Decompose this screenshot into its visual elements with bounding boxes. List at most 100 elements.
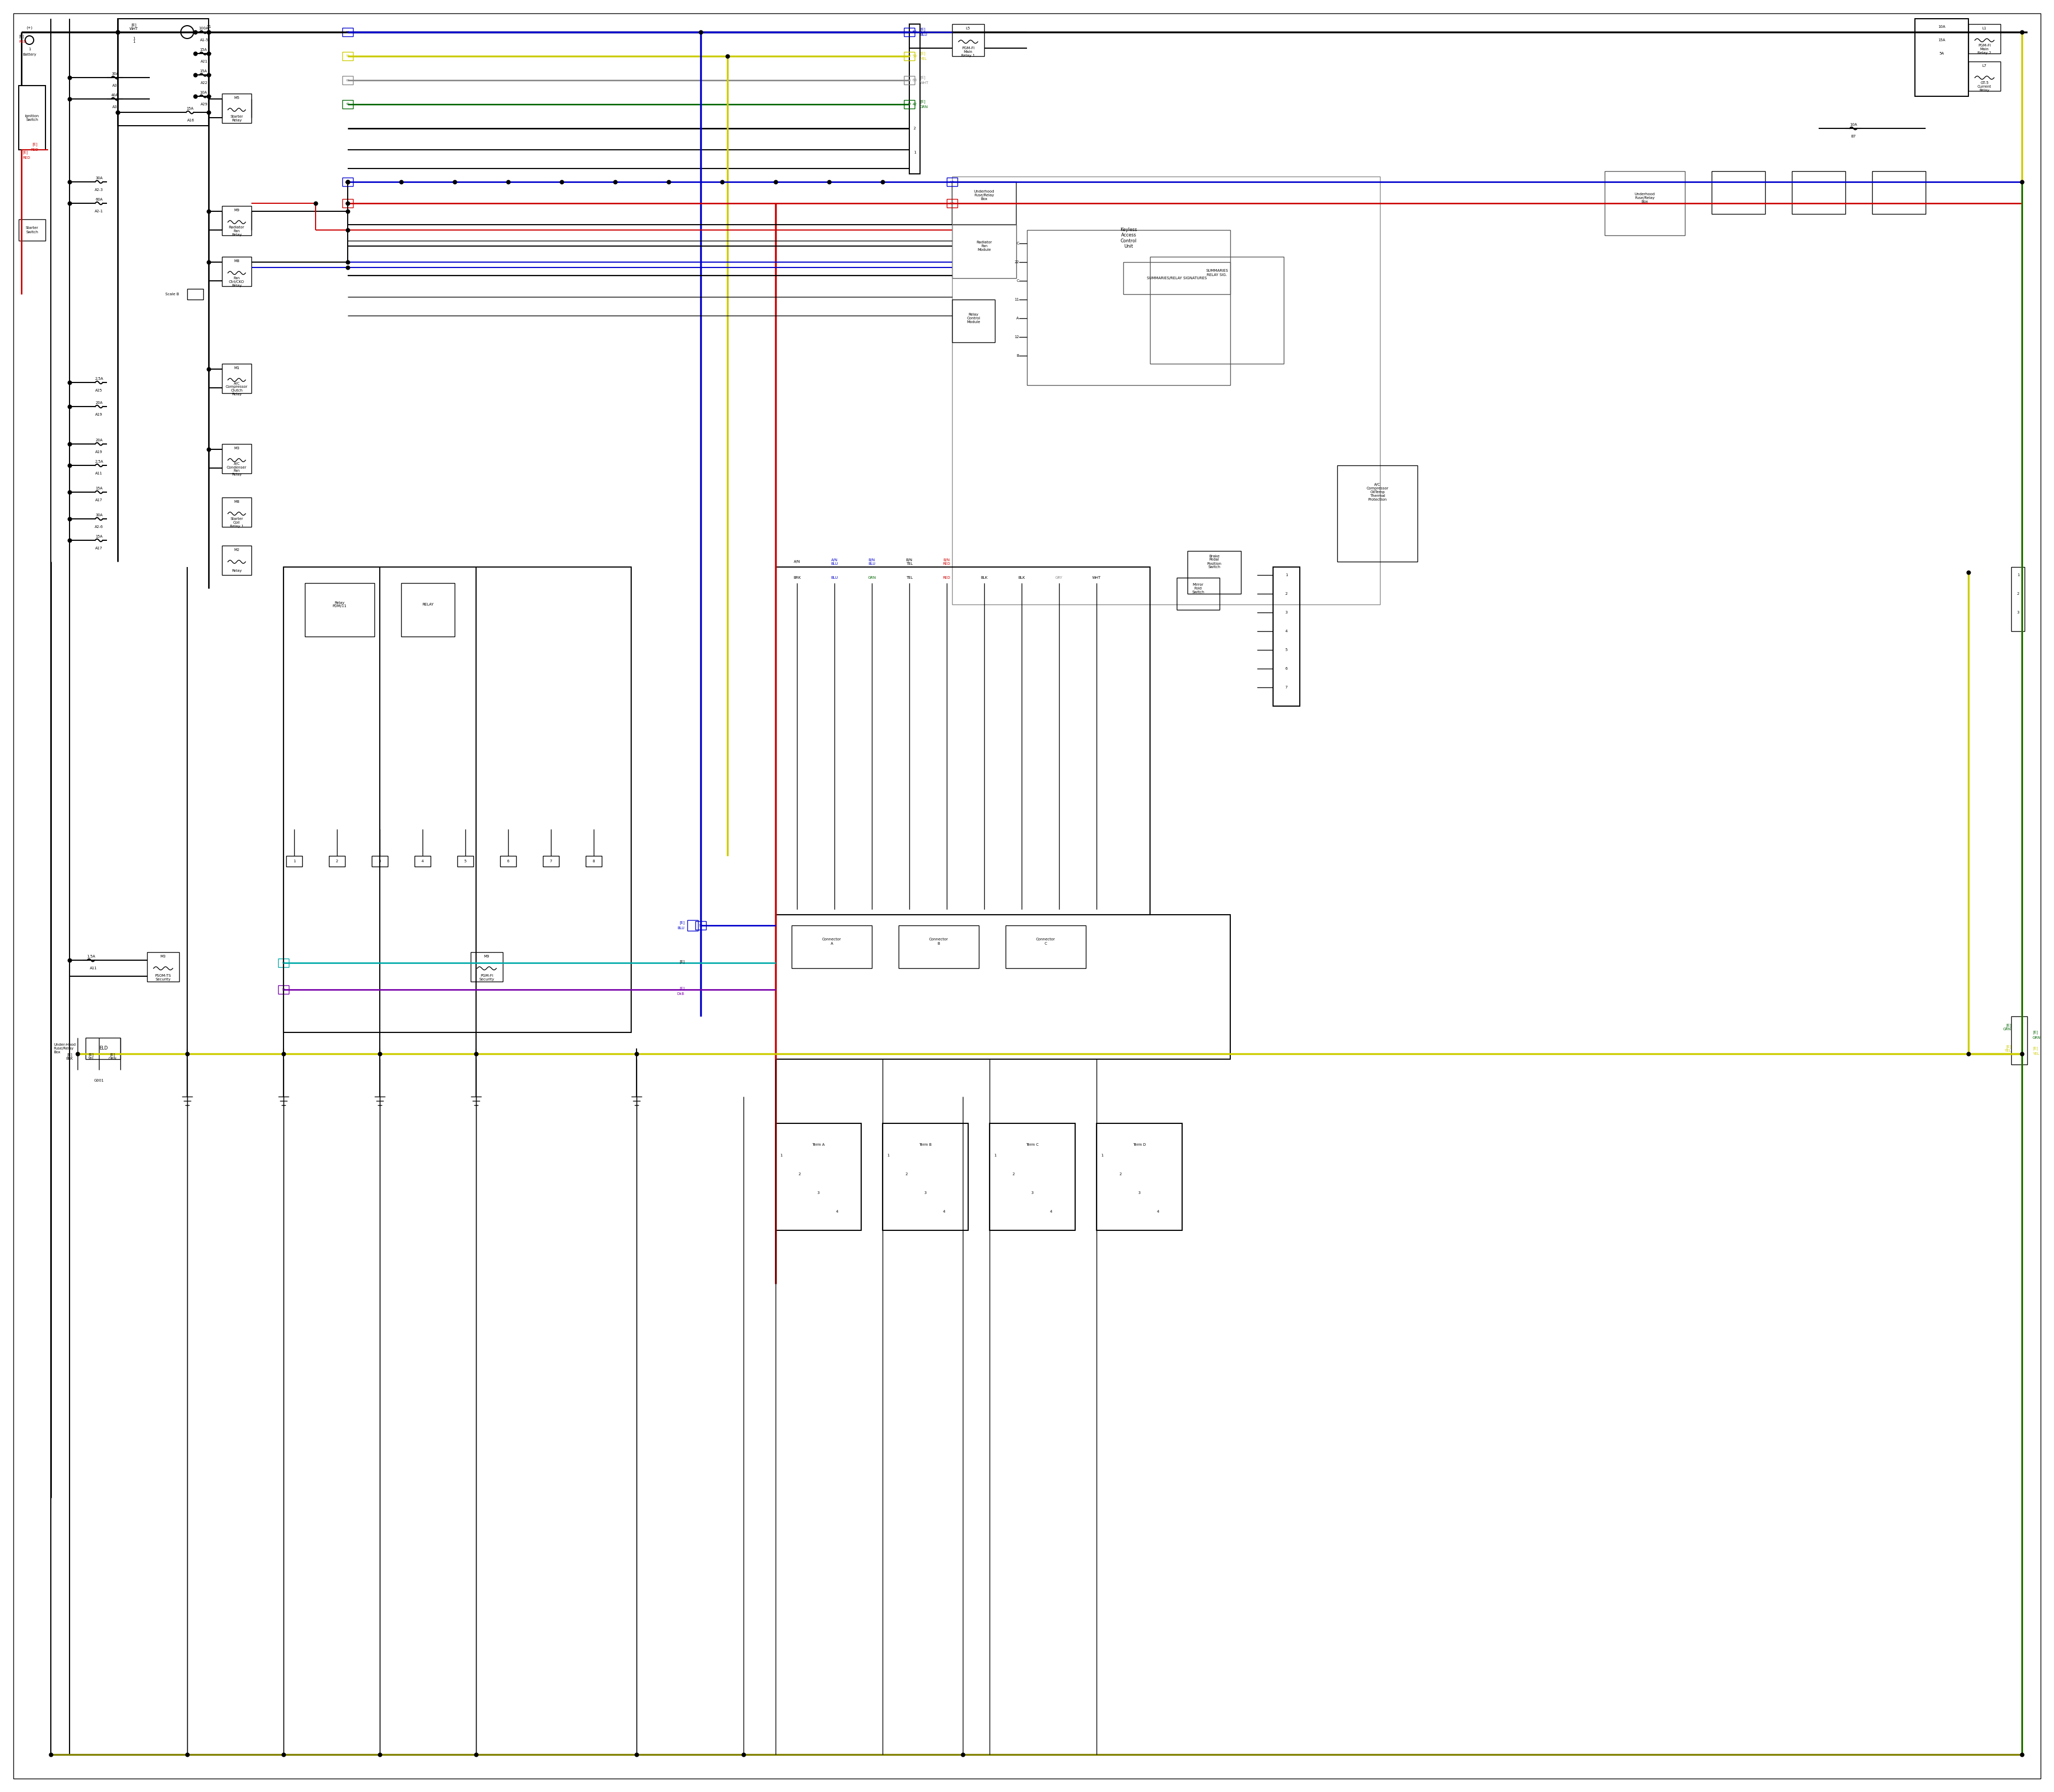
Bar [372, 857, 388, 867]
Text: 3: 3 [2017, 611, 2019, 615]
Text: RELAY: RELAY [423, 602, 433, 606]
Text: Term C: Term C [1027, 1143, 1039, 1147]
Bar [222, 364, 251, 392]
Bar [947, 177, 957, 186]
Text: A/N
BLU: A/N BLU [832, 557, 838, 564]
Text: DkB: DkB [678, 993, 684, 996]
Text: GRY: GRY [1056, 575, 1062, 579]
Bar [415, 857, 431, 867]
Text: A/N: A/N [345, 181, 351, 183]
Text: [E]
GRN: [E] GRN [2003, 1023, 2011, 1030]
Text: A25: A25 [94, 389, 103, 392]
Text: BLK: BLK [980, 575, 988, 579]
Text: Starter
Coil
Relay 1: Starter Coil Relay 1 [230, 518, 244, 529]
Text: 59: 59 [912, 30, 916, 34]
Text: 2: 2 [906, 1172, 908, 1176]
Text: 6: 6 [1286, 667, 1288, 670]
Text: 100A: 100A [199, 27, 207, 30]
Bar [458, 857, 472, 867]
Text: 2: 2 [1286, 591, 1288, 595]
Text: 4: 4 [943, 1210, 945, 1213]
Bar [329, 857, 345, 867]
Text: 2: 2 [335, 860, 339, 862]
Text: [E]: [E] [680, 961, 684, 964]
Text: 30A: 30A [94, 514, 103, 516]
Text: 60A: 60A [94, 197, 103, 201]
Bar [1150, 256, 1284, 364]
Text: 4: 4 [1156, 1210, 1158, 1213]
Bar [953, 299, 994, 342]
Text: M8: M8 [234, 500, 240, 504]
Text: Term A: Term A [811, 1143, 826, 1147]
Text: [E]: [E] [33, 143, 37, 147]
Text: A19: A19 [94, 412, 103, 416]
Text: 3: 3 [924, 1192, 926, 1195]
Bar [86, 1038, 121, 1059]
Bar [1871, 172, 1927, 213]
Bar [470, 952, 503, 982]
Text: 19: 19 [908, 102, 912, 106]
Bar [343, 75, 353, 84]
Bar [776, 914, 1230, 1059]
Text: 68: 68 [912, 79, 916, 82]
Bar [904, 100, 914, 109]
Text: L7: L7 [1982, 65, 1986, 68]
Bar [1006, 925, 1087, 968]
Text: 4: 4 [1286, 629, 1288, 633]
Text: 2: 2 [914, 127, 916, 131]
Text: 7: 7 [1286, 686, 1288, 688]
Text: 26: 26 [908, 79, 912, 82]
Text: M8: M8 [234, 260, 240, 263]
Bar [791, 925, 871, 968]
Text: A29: A29 [201, 102, 207, 106]
Text: BLU: BLU [920, 34, 926, 36]
Bar [499, 857, 516, 867]
Text: 1: 1 [2017, 573, 2019, 577]
Text: [E]: [E] [23, 151, 29, 154]
Bar [343, 199, 353, 208]
Text: 15A: 15A [94, 536, 103, 538]
Text: SUMMARIES/RELAY SIGNATURES: SUMMARIES/RELAY SIGNATURES [1146, 276, 1208, 280]
Text: Underhood
Fuse/Relay
Box: Underhood Fuse/Relay Box [974, 190, 994, 201]
Text: B7: B7 [1851, 134, 1857, 138]
Text: 2: 2 [799, 1172, 801, 1176]
Text: 1: 1 [294, 860, 296, 862]
Text: 12: 12 [908, 56, 912, 57]
Text: Scale B: Scale B [166, 292, 179, 296]
Bar [776, 566, 1150, 914]
Text: Under-Hood
Fuse/Relay
Box: Under-Hood Fuse/Relay Box [53, 1043, 76, 1054]
Text: 15A: 15A [94, 487, 103, 489]
Text: 1: 1 [781, 1154, 783, 1158]
Text: A17: A17 [94, 498, 103, 502]
Bar [304, 582, 374, 636]
Text: 1: 1 [29, 48, 31, 50]
Bar [1711, 172, 1764, 213]
Text: [E]: [E] [920, 27, 924, 30]
Bar [953, 224, 1017, 278]
Text: [E]: [E] [18, 34, 25, 38]
Text: [E]
GRN: [E] GRN [109, 1054, 117, 1061]
Text: M9: M9 [234, 208, 240, 211]
Text: 6: 6 [507, 860, 509, 862]
Bar [117, 18, 210, 125]
Text: RED: RED [23, 156, 31, 159]
Bar [18, 219, 45, 240]
Text: BRK: BRK [793, 575, 801, 579]
Text: A2-6: A2-6 [94, 525, 103, 529]
Text: 5: 5 [464, 860, 466, 862]
Text: RED: RED [31, 149, 39, 151]
Text: Keyless
Access
Control
Unit: Keyless Access Control Unit [1119, 228, 1138, 249]
Text: 2.5A: 2.5A [94, 376, 103, 380]
Bar [1097, 1124, 1183, 1231]
Text: 2.5A: 2.5A [94, 461, 103, 464]
Text: M5: M5 [234, 97, 240, 100]
Text: A22: A22 [201, 81, 207, 84]
Text: C: C [1017, 280, 1019, 283]
Text: Relay
Control
Module: Relay Control Module [967, 314, 980, 324]
Bar [187, 289, 203, 299]
Text: 3: 3 [1138, 1192, 1140, 1195]
Text: 12: 12 [1015, 335, 1019, 339]
Text: ELD: ELD [99, 1047, 107, 1050]
Text: Starter
Relay: Starter Relay [230, 115, 242, 122]
Bar [953, 23, 984, 56]
